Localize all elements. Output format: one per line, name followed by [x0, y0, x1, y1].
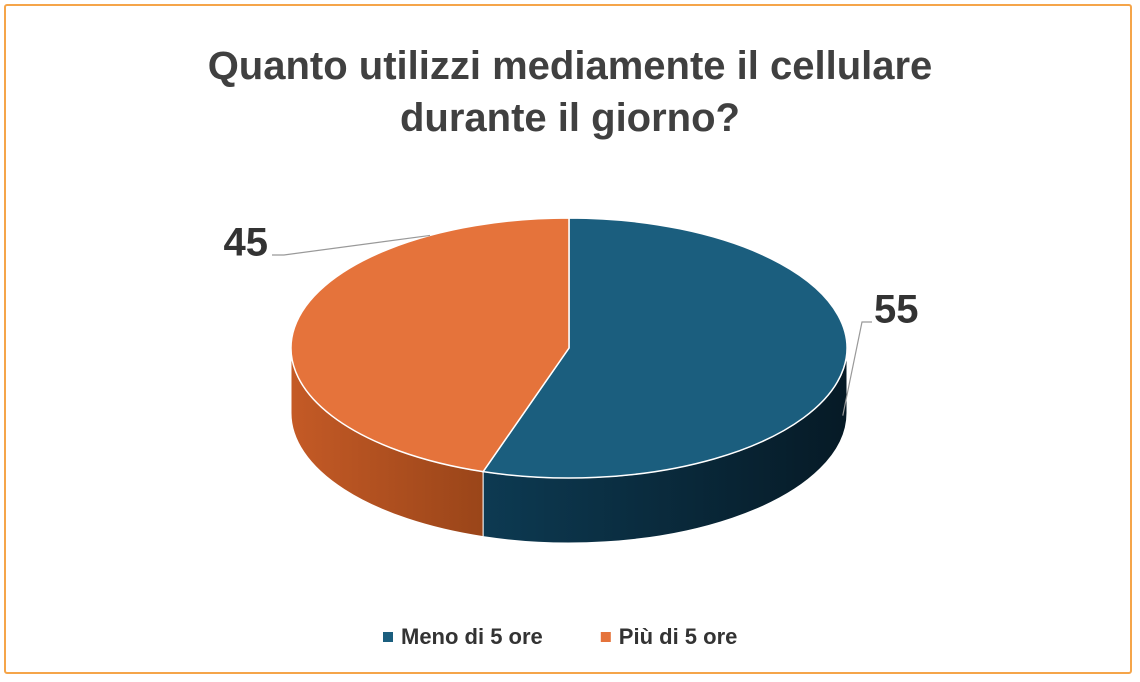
- leader-line: [272, 234, 431, 256]
- data-label: 45: [224, 221, 269, 265]
- pie-slice: [290, 217, 570, 473]
- pie-slice: [481, 217, 848, 479]
- legend-label: Più di 5 ore: [619, 624, 738, 649]
- data-label: 55: [874, 288, 919, 332]
- chart-title: Quanto utilizzi mediamente il cellulare …: [207, 44, 933, 140]
- legend-label: Meno di 5 ore: [401, 624, 543, 649]
- frame: [4, 4, 1132, 674]
- legend-swatch: [600, 632, 611, 642]
- legend-swatch: [383, 632, 393, 642]
- leader-line: [842, 321, 872, 416]
